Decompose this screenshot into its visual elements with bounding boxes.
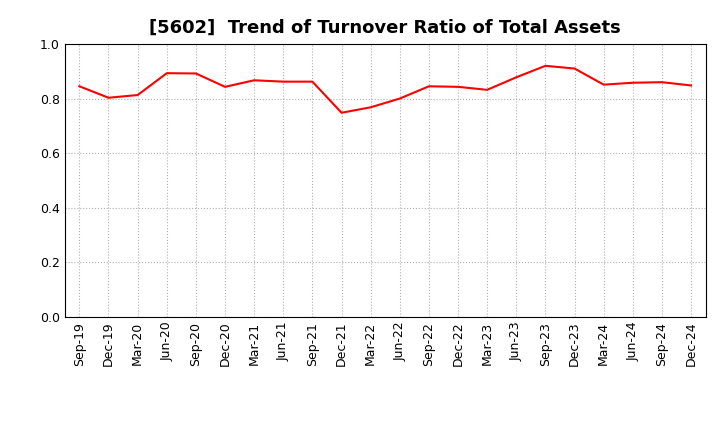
Title: [5602]  Trend of Turnover Ratio of Total Assets: [5602] Trend of Turnover Ratio of Total … xyxy=(149,19,621,37)
